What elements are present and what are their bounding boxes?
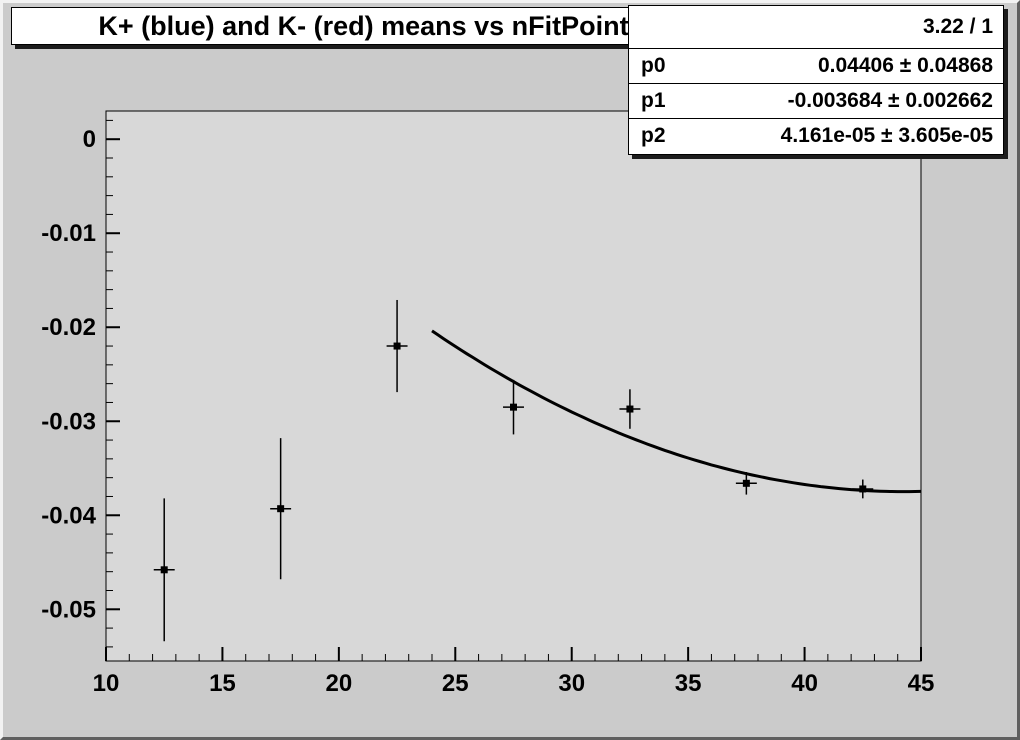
stats-row-p1: p1 -0.003684 ± 0.002662 xyxy=(629,83,1003,118)
plot-title: K+ (blue) and K- (red) means vs nFitPoin… xyxy=(98,10,644,41)
y-tick-label: -0.05 xyxy=(41,596,96,623)
stats-row-chi2: 3.22 / 1 xyxy=(629,6,1003,48)
param-name-p0: p0 xyxy=(641,54,666,77)
plot-title-box: K+ (blue) and K- (red) means vs nFitPoin… xyxy=(11,7,731,45)
data-points xyxy=(153,299,874,642)
y-tick-label: -0.03 xyxy=(41,408,96,435)
fit-stats-box: 3.22 / 1 p0 0.04406 ± 0.04868 p1 -0.0036… xyxy=(628,5,1004,155)
data-marker xyxy=(859,485,867,493)
x-tick-label: 30 xyxy=(558,670,585,697)
param-value-p1: -0.003684 ± 0.002662 xyxy=(787,89,993,112)
param-name-p1: p1 xyxy=(641,89,666,112)
param-name-p2: p2 xyxy=(641,124,666,147)
x-tick-label: 20 xyxy=(326,670,353,697)
x-tick-label: 15 xyxy=(209,670,236,697)
y-tick-label: -0.02 xyxy=(41,314,96,341)
data-marker xyxy=(277,505,285,513)
data-marker xyxy=(510,403,517,411)
y-tick-label: -0.01 xyxy=(41,220,96,247)
x-tick-label: 25 xyxy=(442,670,469,697)
x-tick-label: 10 xyxy=(93,670,120,697)
x-tick-label: 35 xyxy=(675,670,702,697)
y-tick-label: -0.04 xyxy=(41,502,96,529)
chi2-value: 3.22 / 1 xyxy=(922,15,993,38)
stats-row-p2: p2 4.161e-05 ± 3.605e-05 xyxy=(629,118,1003,153)
x-tick-label: 40 xyxy=(791,670,818,697)
data-marker xyxy=(160,566,168,574)
data-marker xyxy=(393,342,401,350)
plot-area: 10 15 20 25 30 35 40 45 0 -0.01 -0.02 -0.03 -0.04 -0.… xyxy=(41,110,935,697)
x-axis: 10 15 20 25 30 35 40 45 xyxy=(93,647,935,697)
param-value-p2: 4.161e-05 ± 3.605e-05 xyxy=(780,124,993,147)
data-marker xyxy=(626,405,634,413)
y-tick-label: 0 xyxy=(83,126,96,153)
y-axis: 0 -0.01 -0.02 -0.03 -0.04 -0.05 xyxy=(41,119,120,648)
stats-row-p0: p0 0.04406 ± 0.04868 xyxy=(629,48,1003,83)
param-value-p0: 0.04406 ± 0.04868 xyxy=(817,54,993,77)
data-marker xyxy=(742,479,750,487)
x-tick-label: 45 xyxy=(908,670,935,697)
